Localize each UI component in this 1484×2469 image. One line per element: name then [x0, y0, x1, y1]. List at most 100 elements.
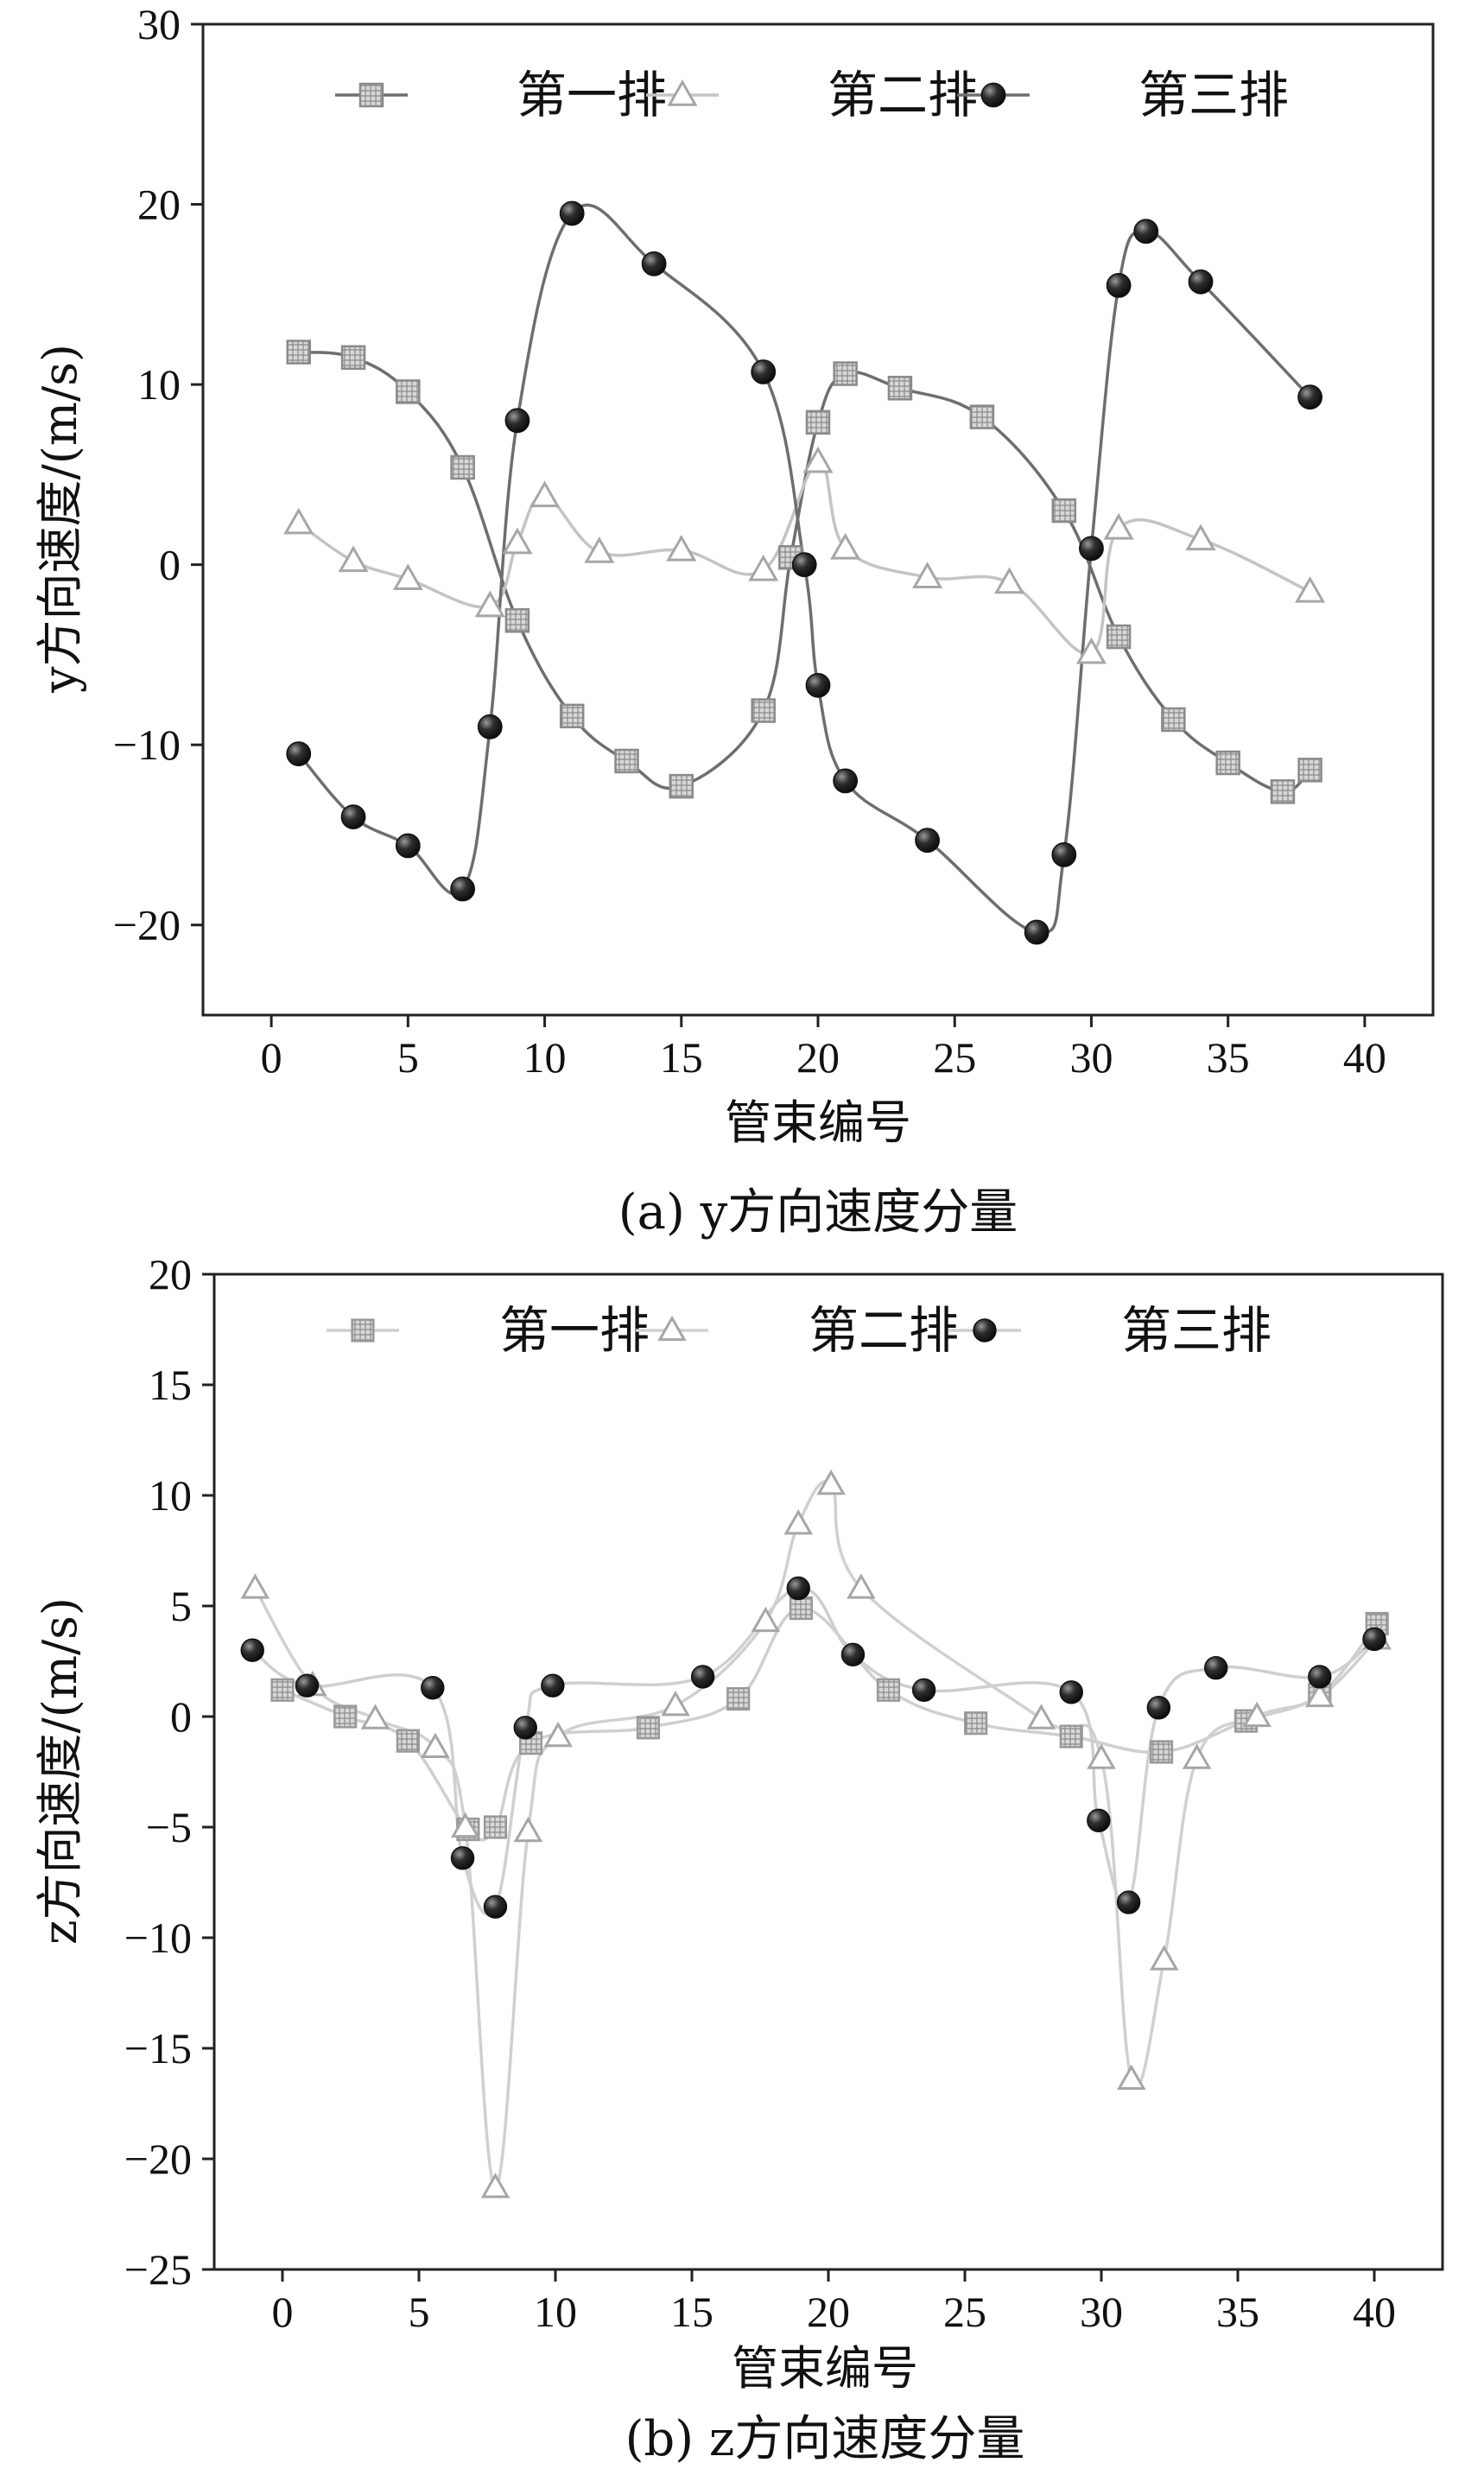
data-point-triangle: [1075, 637, 1107, 664]
x-tick-label: 35: [1207, 1033, 1250, 1082]
data-point-triangle: [1185, 524, 1216, 551]
data-point-triangle: [513, 1816, 543, 1843]
data-point-triangle: [993, 567, 1025, 594]
data-point-square: [1270, 779, 1296, 804]
legend-marker-triangle: [657, 1315, 687, 1342]
legend-b: 第一排 第二排 第三排: [327, 1301, 1272, 1360]
y-tick-label: 20: [137, 181, 181, 229]
data-point-triangle: [543, 1721, 573, 1748]
caption-b: (b) z方向速度分量: [625, 2411, 1025, 2467]
data-point-circle: [1079, 536, 1104, 562]
data-point-circle: [1087, 1808, 1111, 1833]
data-point-square: [636, 1716, 661, 1740]
data-point-triangle: [1182, 1743, 1212, 1769]
data-point-triangle: [1305, 1681, 1335, 1708]
x-tick-label: 20: [807, 2288, 850, 2336]
data-point-circle: [395, 833, 421, 859]
data-point-square: [286, 340, 312, 365]
data-point-square: [396, 1729, 420, 1753]
data-point-triangle: [1026, 1704, 1056, 1730]
series-line-2: [253, 1480, 1379, 2190]
y-tick-label: −20: [113, 901, 181, 949]
data-point-circle: [340, 804, 366, 829]
y-tick-label: −5: [146, 1803, 192, 1851]
y-tick-label: −20: [124, 2135, 192, 2183]
x-tick-label: 0: [272, 2288, 294, 2336]
data-point-circle: [1024, 919, 1050, 945]
y-tick-label: −10: [124, 1914, 192, 1962]
data-point-circle: [504, 408, 530, 434]
x-tick-label: 40: [1353, 2288, 1396, 2336]
series-layer-a: [283, 200, 1326, 945]
data-point-square: [789, 1596, 813, 1621]
legend-label: 第二排: [828, 66, 978, 124]
data-point-triangle: [502, 527, 533, 555]
data-point-circle: [805, 672, 831, 698]
data-point-circle: [1106, 272, 1132, 298]
data-point-triangle: [847, 1573, 876, 1599]
y-tick-label: 10: [137, 360, 181, 409]
data-point-circle: [915, 828, 940, 854]
legend-marker-triangle: [667, 79, 698, 106]
x-tick-label: 0: [261, 1033, 282, 1082]
x-axis-title-a: 管束编号: [725, 1095, 911, 1150]
data-point-circle: [477, 714, 503, 739]
y-tick-label: 20: [149, 1250, 192, 1298]
data-point-circle: [911, 1678, 936, 1702]
data-point-triangle: [1295, 575, 1326, 603]
data-point-square: [805, 409, 831, 435]
data-point-triangle: [830, 532, 861, 560]
data-point-circle: [791, 552, 817, 578]
data-point-circle: [840, 1642, 866, 1667]
x-tick-label: 15: [660, 1033, 703, 1082]
y-axis-title-b: z方向速度/(m/s): [33, 1597, 87, 1945]
x-tick-label: 35: [1216, 2288, 1259, 2336]
data-point-circle: [833, 768, 859, 794]
legend-label: 第一排: [517, 66, 667, 124]
data-point-square: [1161, 707, 1186, 733]
data-point-triangle: [802, 446, 834, 473]
y-tick-label: −15: [124, 2024, 192, 2072]
y-tick-label: 5: [170, 1582, 192, 1630]
data-point-triangle: [360, 1704, 390, 1730]
x-axis-title-b: 管束编号: [732, 2341, 918, 2396]
data-point-square: [614, 748, 639, 774]
y-tick-label: 15: [149, 1361, 192, 1409]
data-point-square: [726, 1686, 751, 1711]
y-tick-label: −10: [113, 720, 181, 769]
data-point-circle: [450, 876, 476, 902]
data-point-triangle: [450, 1812, 480, 1838]
data-point-square: [1051, 498, 1077, 524]
data-point-circle: [1362, 1627, 1386, 1652]
y-tick-label: 30: [137, 0, 181, 48]
data-point-square: [1059, 1724, 1083, 1749]
data-point-triangle: [751, 1606, 781, 1633]
legend-label: 第三排: [1138, 66, 1289, 124]
data-point-triangle: [474, 590, 505, 618]
legend-marker-circle: [973, 1318, 997, 1342]
data-point-square: [1215, 750, 1240, 776]
data-point-triangle: [421, 1732, 450, 1758]
data-point-triangle: [1116, 2064, 1146, 2090]
data-point-circle: [1059, 1680, 1083, 1704]
x-tick-label: 25: [943, 2288, 986, 2336]
series-line-1: [298, 350, 1311, 794]
data-point-square: [1149, 1740, 1174, 1764]
data-point-triangle: [530, 480, 561, 508]
data-point-square: [1106, 624, 1132, 650]
data-point-square: [504, 608, 530, 633]
chart-panel-b: 0 5 10 15 20 25 30 35 40 −25 −20 −15 −10 −5 0 5 10 15 20 第…: [33, 1250, 1444, 2467]
data-point-circle: [559, 200, 585, 226]
data-point-triangle: [661, 1690, 690, 1717]
data-point-circle: [1146, 1696, 1171, 1720]
series-line-3: [251, 1586, 1376, 1916]
data-point-triangle: [1103, 512, 1134, 540]
data-point-circle: [786, 1576, 810, 1601]
legend-marker-square: [351, 1318, 375, 1342]
data-point-circle: [295, 1673, 320, 1698]
data-point-square: [669, 773, 694, 799]
data-point-triangle: [783, 1509, 814, 1535]
data-point-triangle: [1149, 1945, 1179, 1971]
plot-frame-b: [212, 1273, 1444, 2271]
